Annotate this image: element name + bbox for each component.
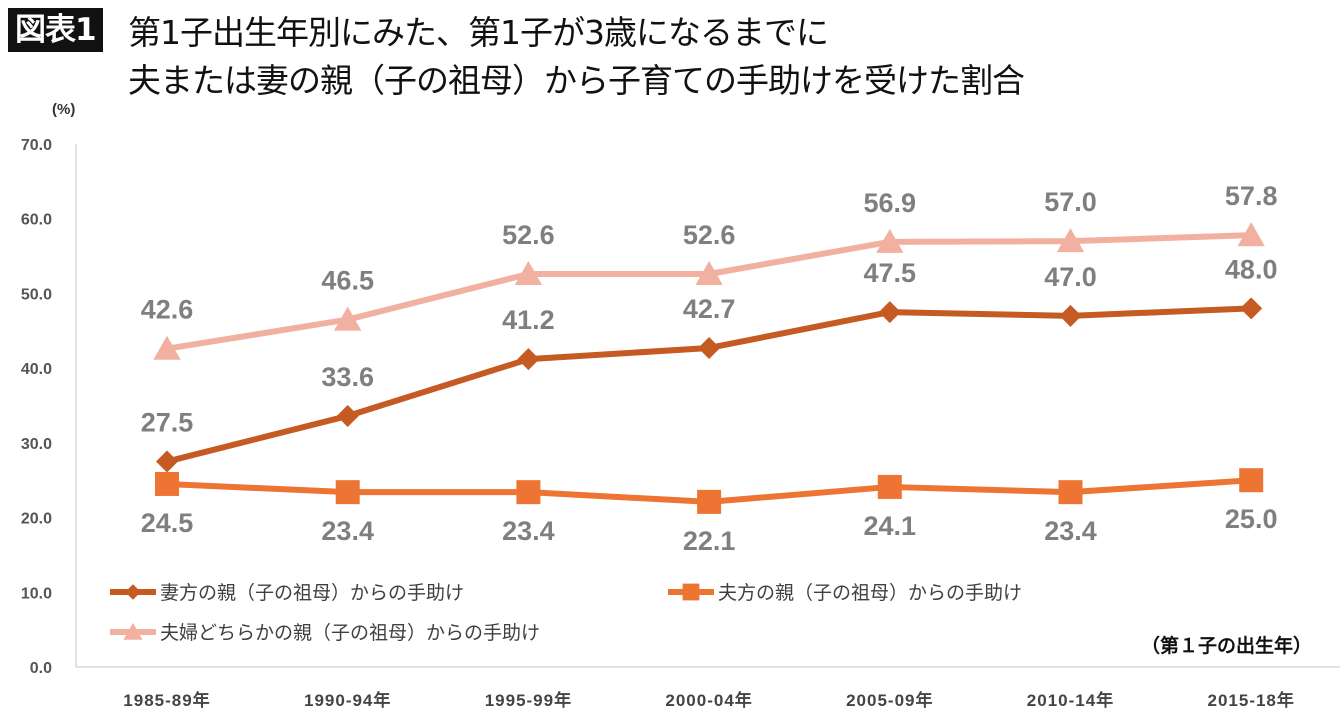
data-label: 42.7 [683,294,736,324]
data-label: 23.4 [502,516,555,546]
x-tick-label: 1990-94年 [304,690,391,710]
chart-title-line-1: 第1子出生年別にみた、第1子が3歳になるまでに [128,13,829,52]
legend-marker-icon [682,583,700,601]
legend-item: 夫婦どちらかの親（子の祖母）からの手助け [110,622,540,644]
data-label: 42.6 [141,295,194,325]
data-label: 24.1 [864,511,917,541]
x-axis-title: （第１子の出生年） [1141,634,1312,657]
data-label: 52.6 [502,220,555,250]
y-tick-label: 20.0 [21,511,52,528]
data-label: 47.0 [1044,262,1097,292]
data-point-marker [517,348,540,371]
data-label: 46.5 [321,266,374,296]
x-tick-label: 1995-99年 [485,690,572,710]
data-point-marker [878,301,901,324]
data-label: 52.6 [683,220,736,250]
data-point-marker [514,261,543,286]
data-label: 41.2 [502,305,555,335]
y-tick-label: 50.0 [21,286,52,303]
data-point-marker [695,261,723,286]
data-point-marker [516,480,541,505]
legend-marker-icon [123,622,143,640]
data-point-marker [698,336,721,359]
series-markers [153,222,1265,514]
data-label: 25.0 [1225,504,1278,534]
data-labels: 42.6 46.5 52.6 52.6 56.9 57.0 57.8 27.5 33.6 41.2… [141,181,1278,556]
legend-item: 夫方の親（子の祖母）からの手助け [668,582,1022,604]
data-point-marker [1239,468,1264,493]
legend-item: 妻方の親（子の祖母）からの手助け [110,582,464,604]
data-label: 24.5 [141,508,194,538]
legend-label: 夫方の親（子の祖母）からの手助け [718,582,1022,604]
legend-label: 妻方の親（子の祖母）からの手助け [160,582,464,604]
y-tick-label: 40.0 [21,361,52,378]
data-point-marker [1059,304,1082,327]
data-label: 33.6 [321,362,374,392]
y-tick-label: 10.0 [21,585,52,602]
data-point-marker [876,228,904,253]
data-label: 56.9 [864,188,917,218]
legend-marker-icon [125,584,141,600]
data-label: 27.5 [141,408,194,438]
data-point-marker [1056,228,1085,253]
data-point-marker [697,489,722,514]
data-label: 22.1 [683,526,736,556]
y-tick-label: 0.0 [30,660,52,677]
data-point-marker [335,480,360,505]
data-label: 57.0 [1044,187,1097,217]
y-tick-label: 70.0 [21,137,52,154]
x-tick-label: 1985-89年 [123,690,210,710]
data-point-marker [334,306,362,331]
data-label: 48.0 [1225,254,1278,284]
y-tick-label: 30.0 [21,436,52,453]
x-tick-label: 2010-14年 [1027,690,1114,710]
x-tick-label: 2015-18年 [1208,690,1295,710]
figure-badge: 図表1 [8,8,103,52]
data-point-marker [1237,222,1265,247]
chart-title-line-2: 夫または妻の親（子の祖母）から子育ての手助けを受けた割合 [128,61,1025,100]
data-point-marker [153,335,181,360]
legend: 妻方の親（子の祖母）からの手助け 夫方の親（子の祖母）からの手助け夫婦どちらかの親… [110,582,1022,644]
x-tick-label: 2005-09年 [846,690,933,710]
data-point-marker [156,450,178,473]
legend-label: 夫婦どちらかの親（子の祖母）からの手助け [160,622,540,644]
data-point-marker [1240,297,1263,320]
data-label: 23.4 [321,516,374,546]
data-label: 23.4 [1044,516,1097,546]
data-label: 47.5 [864,258,917,288]
y-axis-unit-label: (%) [52,101,76,118]
data-point-marker [336,404,359,427]
axes [75,144,1340,668]
data-point-marker [1058,480,1083,505]
data-point-marker [877,474,902,499]
x-tick-labels: 1985-89年 1990-94年 1995-99年 2000-04年 2005-09年… [123,690,1295,710]
y-tick-labels: 0.0 10.0 20.0 30.0 40.0 50.0 60.0 70.0 [21,137,52,677]
data-label: 57.8 [1225,181,1278,211]
y-tick-label: 60.0 [21,212,52,229]
x-tick-label: 2000-04年 [665,690,752,710]
data-point-marker [155,471,179,496]
